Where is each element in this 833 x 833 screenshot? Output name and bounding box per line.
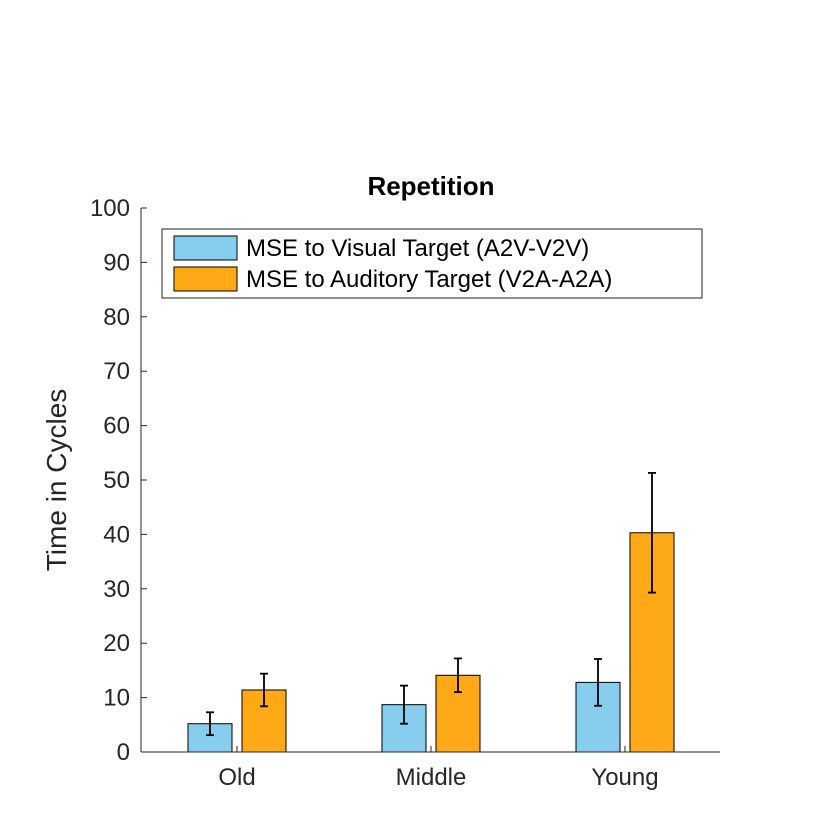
y-tick-label: 20 [103, 630, 130, 657]
y-tick-label: 10 [103, 685, 130, 712]
legend: MSE to Visual Target (A2V-V2V) MSE to Au… [161, 228, 703, 299]
y-tick-label: 90 [103, 249, 130, 276]
x-ticks: Old Middle Young [218, 746, 659, 791]
y-tick-label: 0 [117, 739, 130, 766]
error-bar [260, 672, 268, 708]
x-tick-label: Middle [396, 764, 467, 791]
error-bar [400, 684, 408, 725]
y-tick-label: 30 [103, 576, 130, 603]
legend-label-visual: MSE to Visual Target (A2V-V2V) [246, 235, 589, 262]
error-bars-layer [206, 472, 656, 737]
x-tick-label: Young [591, 764, 658, 791]
error-bar [206, 711, 214, 737]
y-ticks: 0 10 20 30 40 50 60 70 80 90 100 [90, 195, 147, 766]
y-tick-label: 70 [103, 358, 130, 385]
error-bar [594, 658, 602, 707]
error-bar [454, 657, 462, 694]
legend-label-auditory: MSE to Auditory Target (V2A-A2A) [246, 266, 612, 293]
x-tick-label: Old [218, 764, 255, 791]
legend-swatch-auditory [173, 266, 238, 292]
y-tick-label: 40 [103, 521, 130, 548]
y-tick-label: 100 [90, 195, 130, 222]
legend-box [161, 228, 703, 299]
y-tick-label: 50 [103, 467, 130, 494]
chart-title: Repetition [367, 171, 494, 201]
legend-swatch-visual [173, 235, 238, 261]
bars-layer [187, 532, 675, 753]
error-bar [648, 472, 656, 594]
y-tick-label: 60 [103, 413, 130, 440]
y-tick-label: 80 [103, 304, 130, 331]
y-axis-label: Time in Cycles [41, 389, 72, 572]
